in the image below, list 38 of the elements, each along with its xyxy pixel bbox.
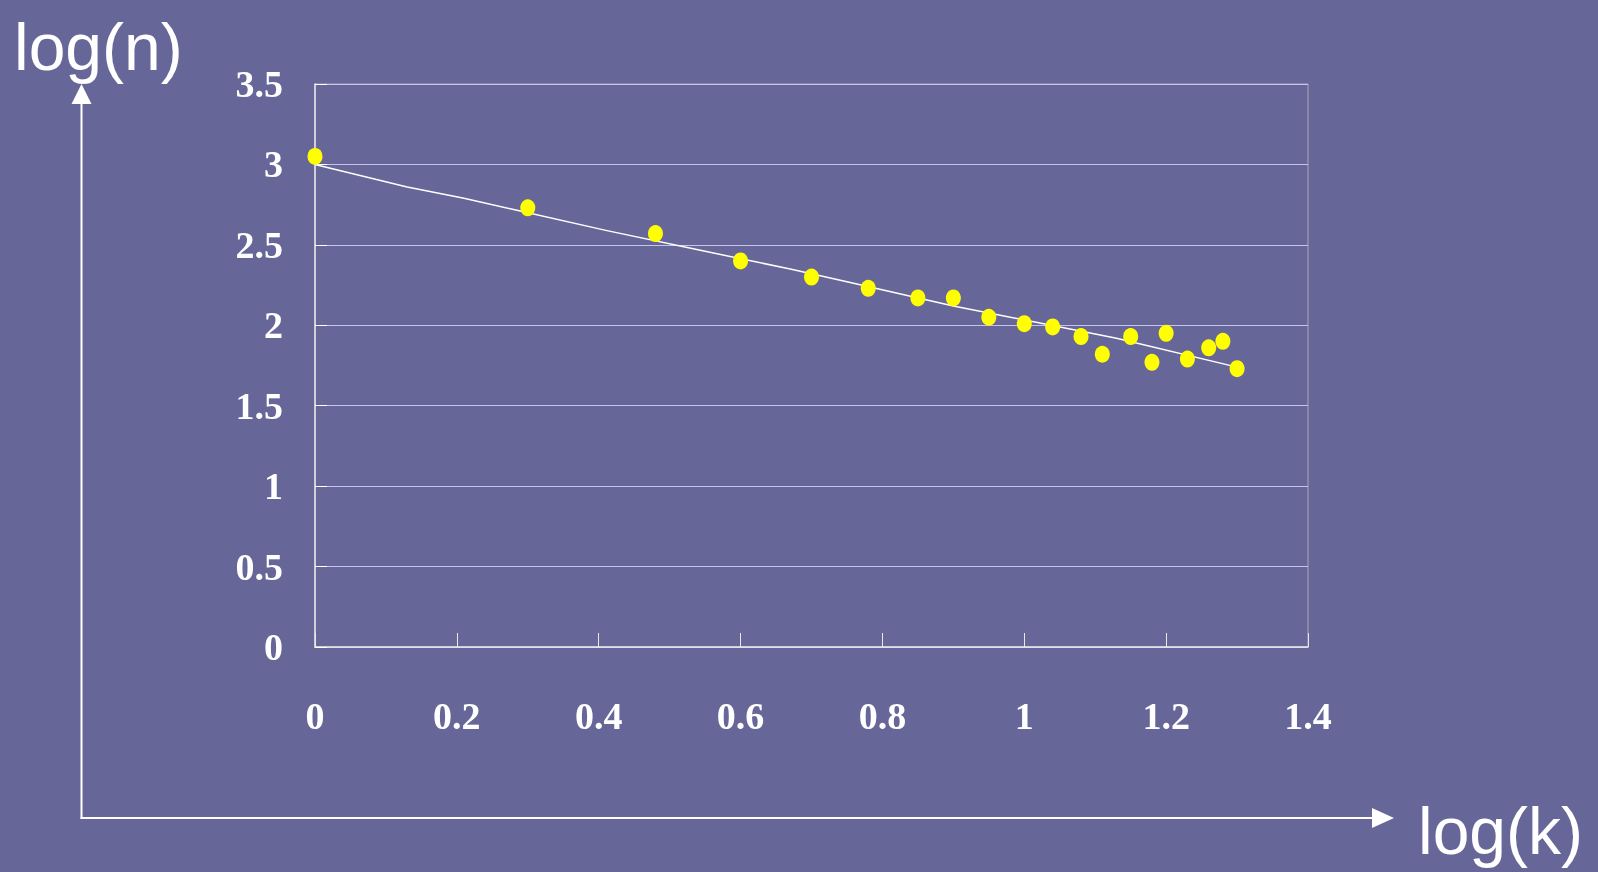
x-tick-label: 1.4 (1284, 695, 1332, 737)
y-axis-title: log(n) (14, 10, 183, 84)
point (1073, 328, 1089, 346)
point (981, 308, 997, 326)
x-tick-label: 1 (1014, 695, 1034, 737)
point (910, 289, 926, 307)
point (1045, 318, 1061, 336)
x-tick-label: 0 (305, 695, 325, 737)
point (307, 147, 323, 165)
y-tick-label: 1.5 (235, 384, 283, 427)
x-tick-label: 0.2 (433, 695, 481, 737)
y-tick-label: 3 (264, 143, 283, 186)
y-tick-label: 2.5 (235, 223, 283, 266)
x-tick-label: 0.4 (574, 695, 623, 737)
point (1229, 360, 1245, 378)
y-tick-label: 3.5 (235, 63, 283, 105)
point (860, 279, 876, 297)
point (1016, 315, 1032, 333)
point (1094, 345, 1110, 363)
point (520, 199, 536, 217)
point (1179, 350, 1195, 368)
point (1158, 324, 1174, 342)
y-tick-label: 1 (264, 465, 283, 508)
point (647, 225, 663, 243)
point (1144, 353, 1160, 371)
y-tick-label: 2 (264, 304, 283, 347)
x-tick-label: 1.2 (1142, 695, 1190, 737)
x-tick-label: 0.6 (716, 695, 765, 737)
x-tick-label: 0.8 (858, 695, 907, 737)
point (733, 252, 749, 270)
y-tick-label: 0.5 (235, 545, 283, 588)
point (1201, 339, 1217, 357)
point (945, 289, 961, 307)
point (804, 268, 819, 286)
point (1123, 328, 1139, 346)
y-tick-label: 0 (264, 626, 283, 668)
point (1215, 332, 1231, 350)
x-axis-title: log(k) (1418, 794, 1584, 868)
